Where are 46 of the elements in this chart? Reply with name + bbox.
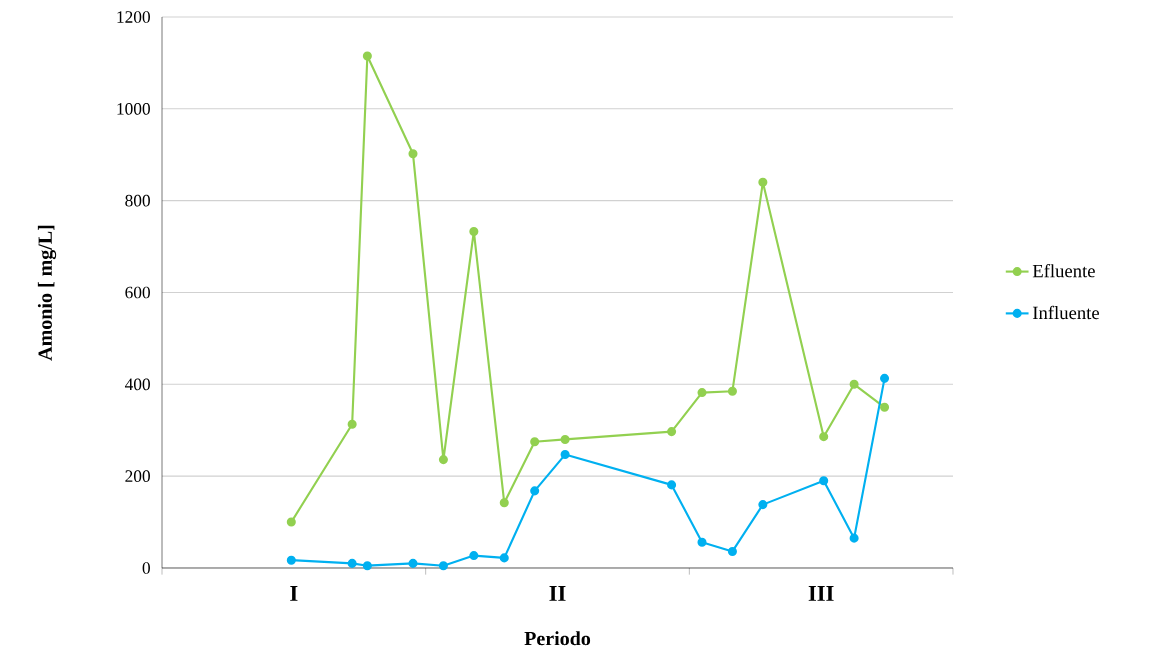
text: III [808,586,834,601]
point [727,386,737,396]
point [697,537,707,547]
point [438,455,448,465]
point [499,553,509,563]
point [758,177,768,187]
point [667,427,677,437]
point [347,558,357,568]
point [819,476,829,486]
point [697,388,707,398]
point [286,555,296,565]
text: II [549,586,566,601]
point [286,517,296,527]
point [880,402,890,412]
y-tick-label: 1200 [117,11,150,23]
point [408,558,418,568]
point [499,498,509,508]
text: I [290,586,298,601]
y-tick-label: 400 [124,378,150,391]
y-tick-label: 1000 [117,102,150,115]
point [849,533,859,543]
y-tick-label: 800 [125,194,150,207]
point [880,373,890,383]
point [560,434,570,444]
point [438,561,448,571]
point [347,419,357,429]
legend-label: Influente [1032,305,1100,320]
y-axis-title: Amonio [ mg/L] [37,225,57,361]
point [469,226,479,236]
point [362,561,372,571]
point [819,432,829,442]
point [560,450,570,460]
legend-label: Efluente [1032,264,1095,278]
point [469,551,479,561]
x-axis-title: Periodo [524,631,591,646]
point [758,500,768,510]
point [667,480,677,490]
point [362,51,372,61]
point [849,379,859,389]
point [530,437,540,447]
point [727,546,737,556]
point [408,149,418,159]
y-tick-label: 200 [125,470,150,482]
y-tick-label: 0 [142,562,150,574]
y-tick-label: 600 [125,286,150,299]
point [530,486,540,496]
